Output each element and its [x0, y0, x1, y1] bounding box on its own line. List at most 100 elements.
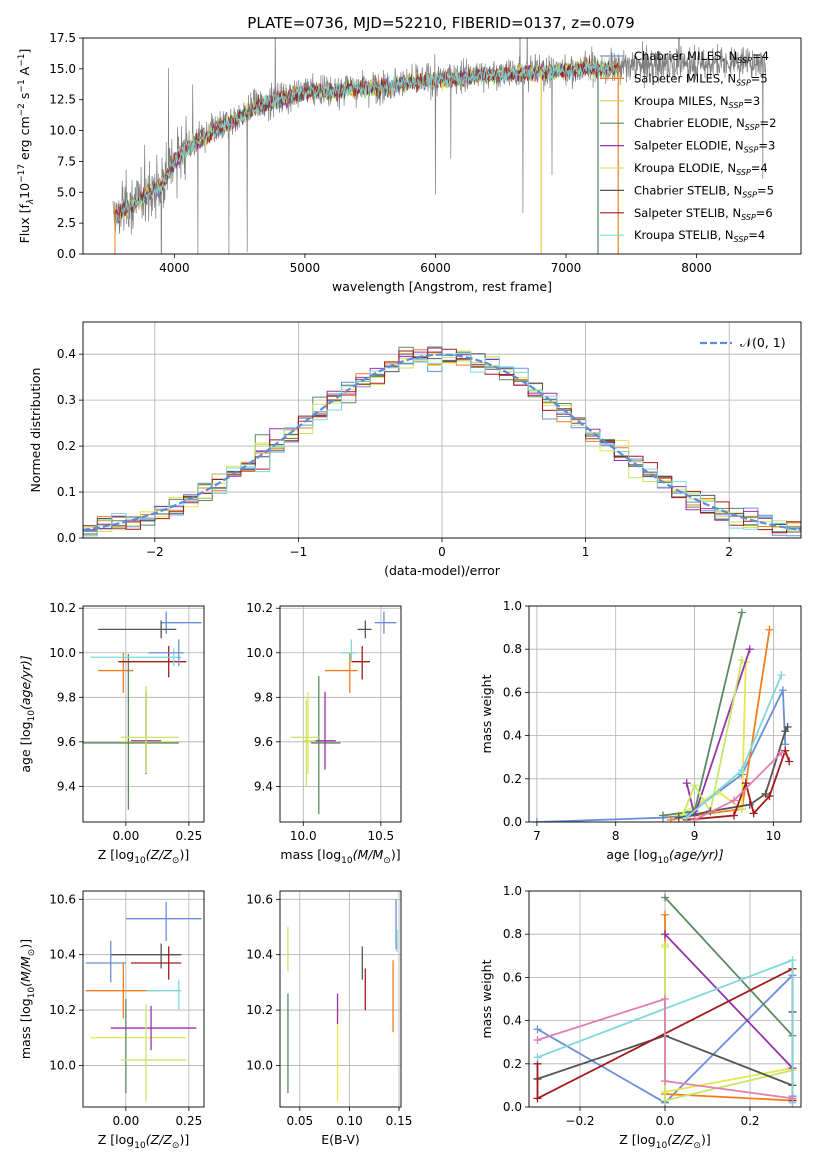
x-tick-label: 4000 — [159, 261, 190, 275]
weight-marker — [661, 1077, 669, 1086]
weight-line — [664, 947, 793, 1093]
weight-marker — [533, 1094, 542, 1103]
y-tick-label: 10.0 — [49, 646, 76, 660]
histogram-steps — [83, 346, 801, 538]
x-axis-label: Z [log10(Z/Z⊙)] — [619, 1132, 710, 1151]
errorbar-point — [83, 653, 179, 810]
gaussian-curve — [83, 353, 801, 531]
y-tick-label: 0.0 — [57, 531, 76, 545]
y-tick-label: 12.5 — [49, 93, 76, 107]
y-tick-label: 0.6 — [503, 685, 522, 699]
y-tick-label: 1.0 — [503, 599, 522, 613]
errorbar-point — [351, 646, 370, 680]
weight-series — [533, 893, 797, 1107]
x-tick-label: 0.00 — [112, 829, 139, 843]
weight-marker — [737, 656, 746, 664]
weight-marker — [674, 813, 683, 822]
y-tick-label: 10.4 — [49, 948, 76, 962]
x-tick-label: 8000 — [681, 261, 712, 275]
spectrum-lines — [112, 38, 767, 254]
errorbar-point — [98, 620, 177, 639]
legend: Chabrier MILES, NSSP=4 Salpeter MILES, NS… — [600, 49, 776, 244]
x-tick-label: 6000 — [420, 261, 451, 275]
x-tick-label: 7000 — [551, 261, 582, 275]
errorbar-point — [90, 648, 182, 667]
weight-marker — [661, 1096, 669, 1105]
errorbar-point — [146, 979, 182, 1011]
y-tick-label: 9.6 — [254, 735, 273, 749]
x-axis-label: mass [log10(M/M⊙)] — [280, 847, 400, 866]
y-tick-label: 10.0 — [246, 1058, 273, 1072]
x-tick-label: 10.0 — [290, 829, 317, 843]
x-axis-label: E(B-V) — [321, 1132, 360, 1147]
x-axis-label: Z [log10(Z/Z⊙)] — [98, 847, 189, 866]
x-tick-label: 9 — [691, 829, 699, 843]
y-tick-label: 0.2 — [503, 772, 522, 786]
y-axis-label: Flux [fλ10−17 erg cm−2 s−1 A−1] — [17, 49, 36, 244]
errorbar-point — [110, 943, 182, 969]
errorbar-points — [287, 899, 398, 1102]
y-tick-label: 10.0 — [49, 1058, 76, 1072]
y-tick-label: 9.6 — [57, 735, 76, 749]
mass-vs-Z-axes: 0.00 0.25 10.0 10.2 10.4 10.6 — [49, 891, 204, 1128]
weight-marker — [745, 800, 754, 809]
weight-marker — [690, 815, 699, 822]
weight-marker — [661, 930, 669, 939]
legend-entry: Kroupa STELIB, NSSP=4 — [634, 228, 765, 244]
axes-frame — [279, 605, 402, 823]
errorbar-point — [290, 699, 319, 787]
weight-marker — [661, 910, 669, 919]
x-axis-label: (data-model)/error — [384, 563, 501, 578]
axes-frame — [528, 605, 802, 823]
y-axis-label: mass weight — [479, 959, 494, 1038]
y-tick-label: 0.1 — [57, 485, 76, 499]
weight-marker — [745, 645, 754, 654]
y-tick-label: 0.0 — [503, 1100, 522, 1114]
errorbar-point — [125, 902, 202, 941]
weight-marker — [533, 1053, 542, 1062]
histogram-series — [83, 353, 801, 538]
y-tick-label: 9.4 — [254, 779, 273, 793]
x-tick-label: 0.10 — [336, 1114, 363, 1128]
legend-entry: Chabrier MILES, NSSP=4 — [634, 49, 769, 65]
x-tick-label: 5000 — [290, 261, 321, 275]
weight-marker — [788, 956, 797, 965]
weight-marker — [765, 625, 774, 634]
y-tick-label: 10.6 — [246, 892, 273, 906]
weight-marker — [729, 811, 738, 820]
x-tick-label: 0.2 — [740, 1114, 759, 1128]
errorbar-point — [357, 620, 372, 639]
weight-line — [664, 896, 794, 1101]
weight-marker — [781, 727, 790, 736]
weight-marker — [765, 792, 774, 801]
weight-marker — [729, 796, 738, 805]
errorbar-point — [148, 639, 184, 667]
y-tick-label: 17.5 — [49, 31, 76, 45]
y-tick-label: 9.8 — [57, 690, 76, 704]
weight-marker — [777, 748, 786, 757]
weight-marker — [682, 813, 691, 822]
weight-marker — [785, 757, 794, 766]
legend-entry: Kroupa MILES, NSSP=3 — [634, 94, 760, 110]
weight-marker — [788, 1094, 797, 1103]
age-vs-mass-axes: 10.0 10.5 9.4 9.6 9.8 10.0 10.2 — [246, 601, 401, 843]
x-axis-label: wavelength [Angstrom, rest frame] — [332, 279, 552, 294]
errorbar-point — [120, 1004, 187, 1102]
weight-marker — [666, 815, 675, 822]
x-tick-label: 1 — [582, 545, 590, 559]
weight-marker — [661, 941, 669, 949]
legend-entry: Salpeter ELODIE, NSSP=3 — [634, 139, 775, 155]
errorbar-point — [98, 652, 134, 693]
axes-frame — [279, 890, 402, 1108]
x-tick-label: 8 — [612, 829, 620, 843]
x-tick-label: 10.5 — [367, 829, 394, 843]
y-tick-label: 0.6 — [503, 970, 522, 984]
errorbar-points — [83, 611, 202, 810]
y-tick-label: 0.3 — [57, 393, 76, 407]
x-tick-label: 7 — [533, 829, 541, 843]
residuals-axes: −2 −1 0 1 2 0.0 0.1 0.2 0.3 0.4 — [57, 322, 801, 559]
y-tick-label: 0.8 — [503, 642, 522, 656]
x-tick-label: −0.2 — [565, 1114, 594, 1128]
y-tick-label: 10.6 — [49, 892, 76, 906]
